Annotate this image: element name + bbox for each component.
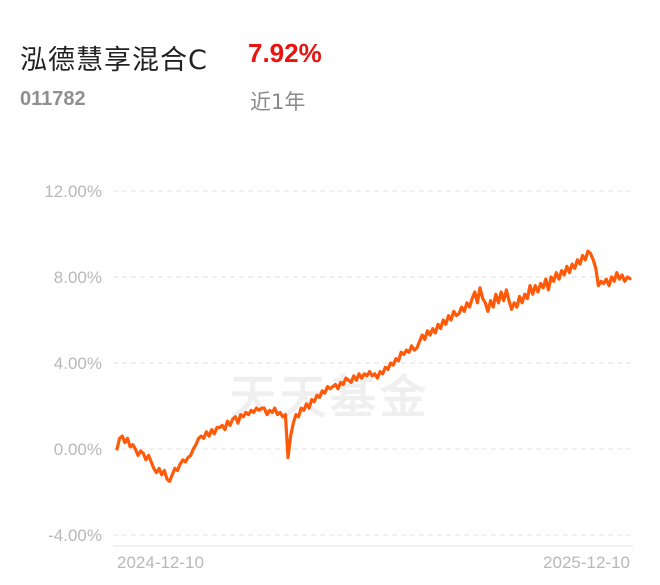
x-tick-label-end: 2025-12-10 <box>543 553 630 572</box>
y-tick-label: -4.00% <box>48 526 102 545</box>
fund-code: 011782 <box>20 88 86 110</box>
series-line <box>115 249 632 483</box>
watermark: 天天基金 <box>230 370 430 424</box>
x-tick-label-start: 2024-12-10 <box>117 553 204 572</box>
y-tick-label: 4.00% <box>54 354 102 373</box>
chart-gridlines <box>113 190 633 536</box>
period-selector[interactable]: 近1年 <box>250 90 306 114</box>
fund-return-value: 7.92% <box>248 38 322 68</box>
y-tick-label: 8.00% <box>54 268 102 287</box>
y-tick-label: 12.00% <box>44 182 102 201</box>
y-tick-label: 0.00% <box>54 440 102 459</box>
y-axis: 12.00% 8.00% 4.00% 0.00% -4.00% <box>44 182 102 545</box>
fund-name: 泓德慧享混合C <box>20 45 208 76</box>
